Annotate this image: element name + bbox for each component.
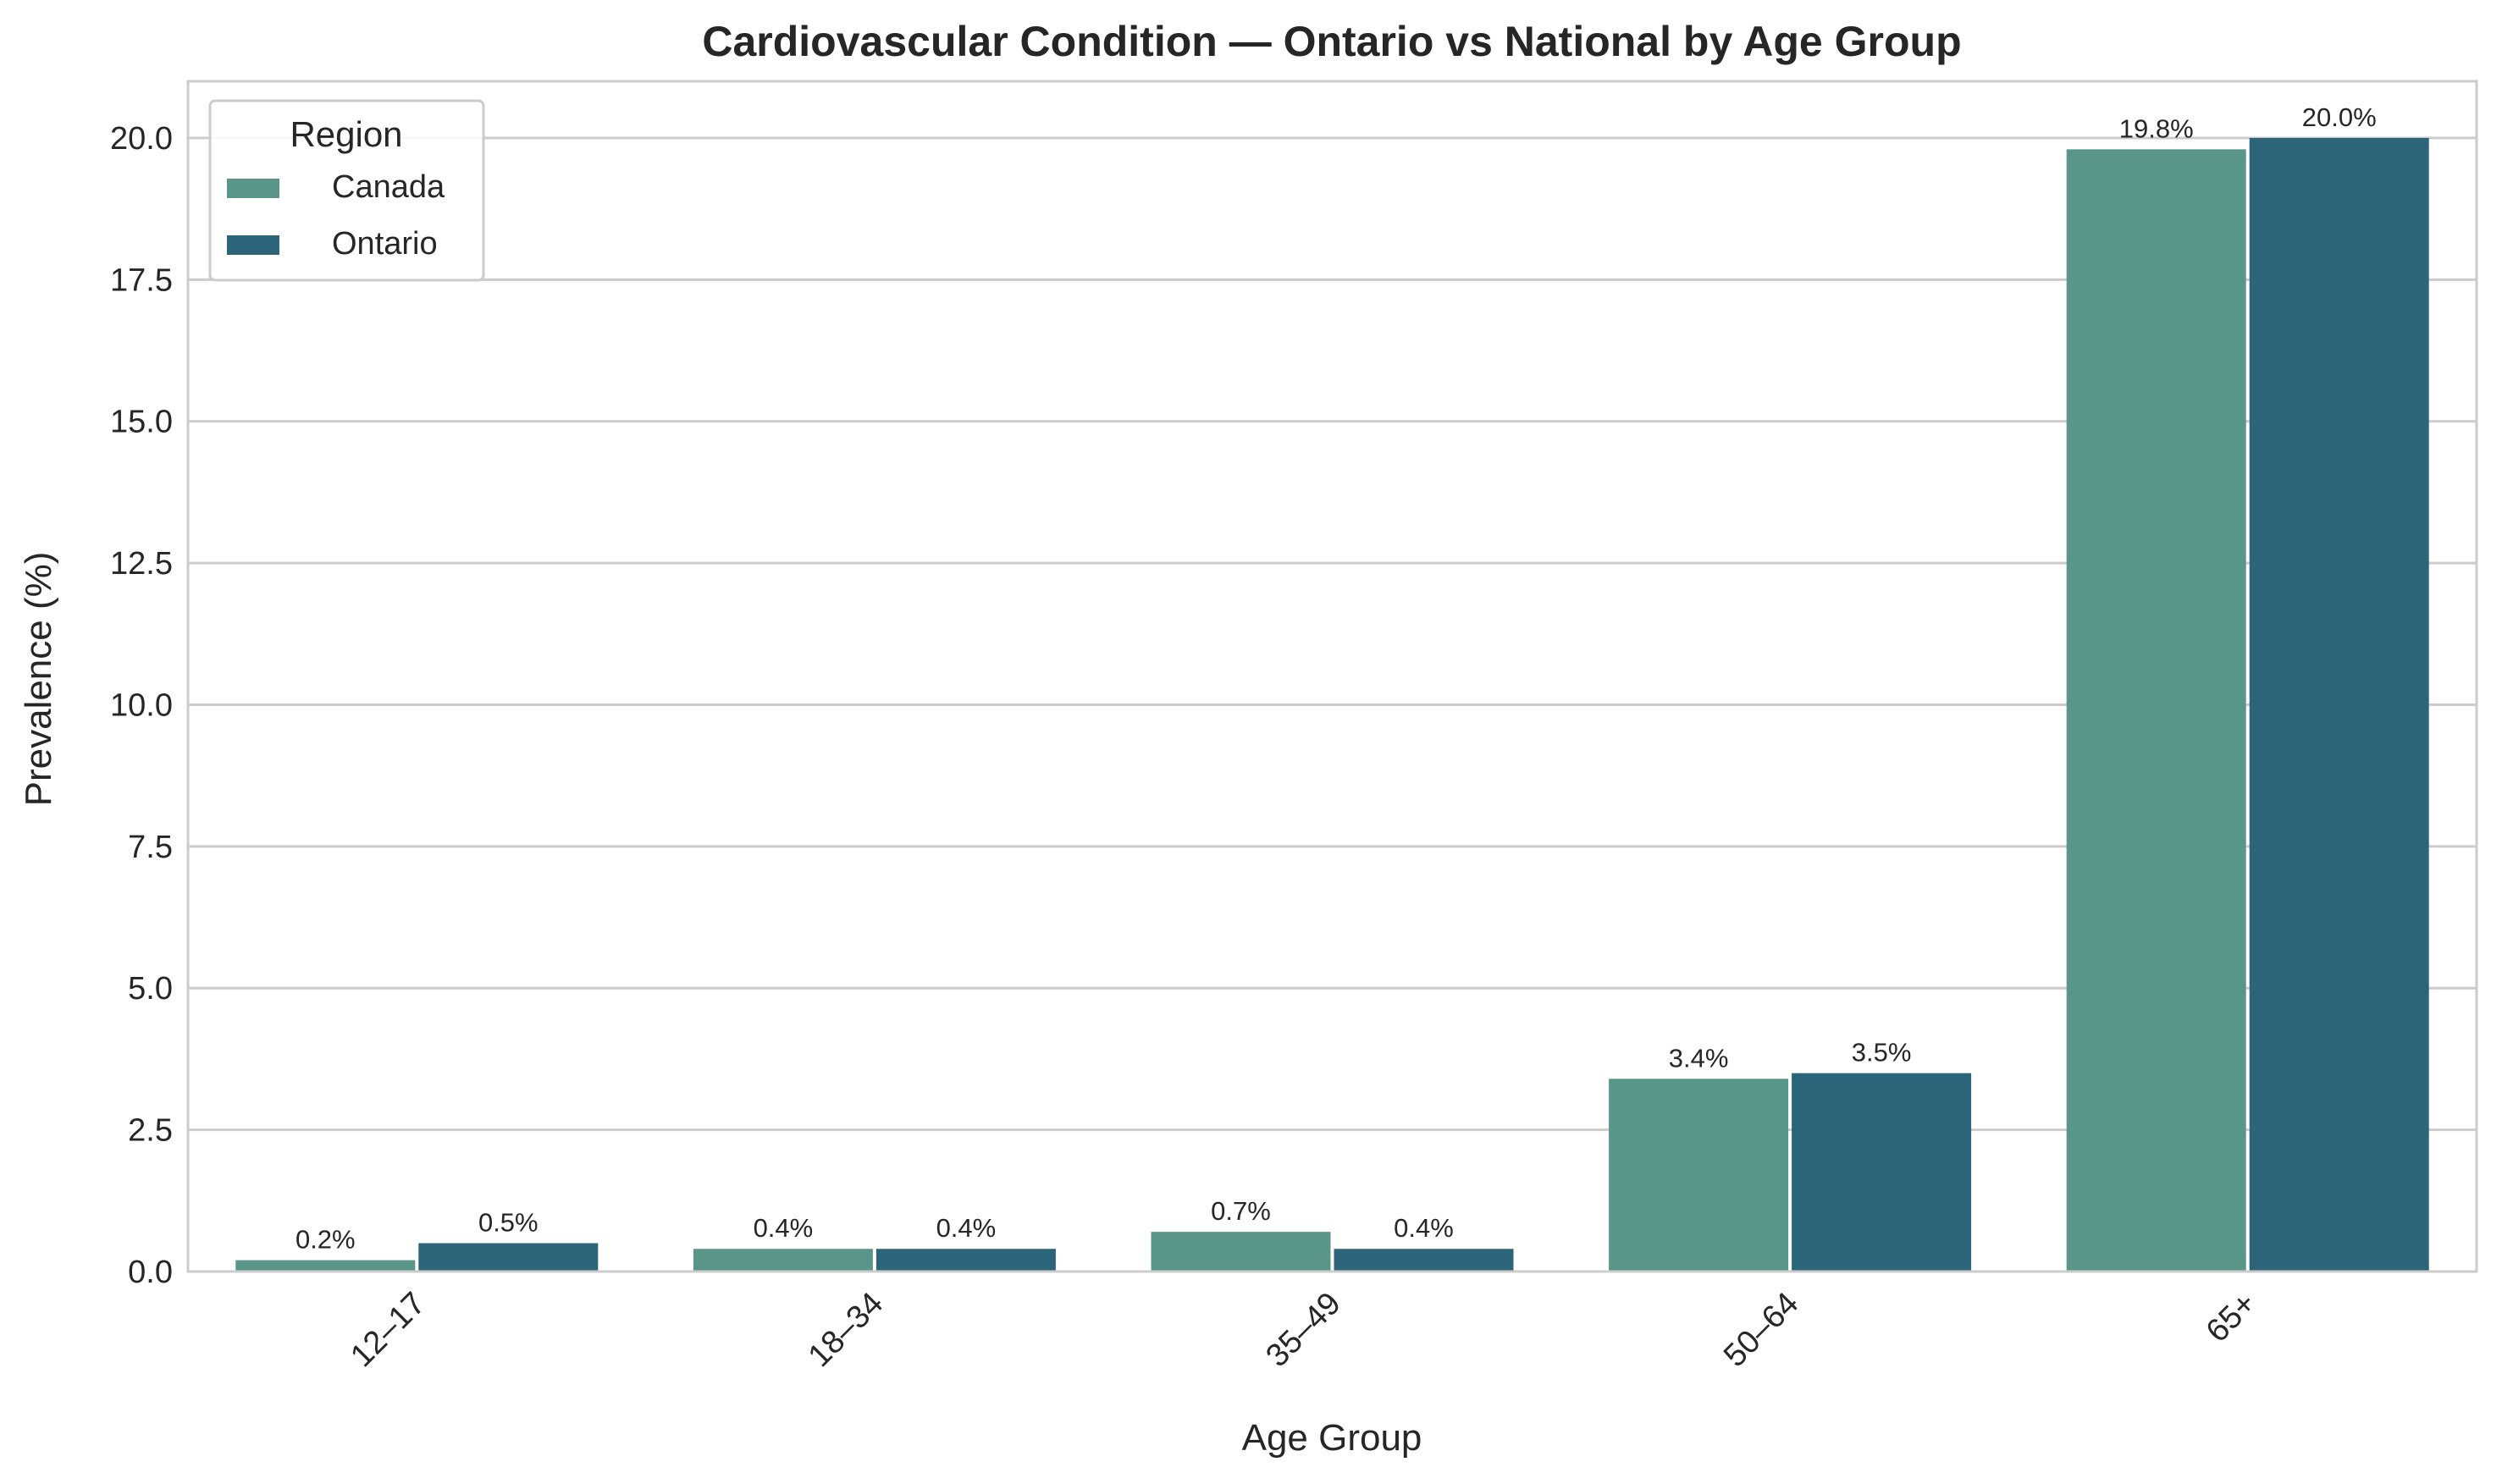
x-axis-ticks: 12–17 18–34 35–49 50–64 65+ — [344, 1286, 2263, 1374]
bar-ontario-3 — [1792, 1073, 1972, 1272]
bar-value-label: 3.5% — [1852, 1038, 1912, 1067]
x-tick-label: 12–17 — [344, 1286, 432, 1374]
bar-value-label: 3.4% — [1669, 1043, 1729, 1073]
x-tick-label: 50–64 — [1717, 1286, 1805, 1374]
y-tick-label: 7.5 — [128, 830, 173, 865]
grid-lines — [188, 136, 2477, 1273]
bar-ontario-4 — [2249, 137, 2429, 1272]
bar-value-label: 0.5% — [478, 1208, 539, 1238]
legend-label-ontario: Ontario — [332, 226, 438, 262]
y-tick-label: 15.0 — [110, 405, 173, 440]
bars — [235, 137, 2429, 1272]
bar-canada-2 — [1151, 1232, 1331, 1272]
bar-ontario-1 — [875, 1249, 1056, 1272]
y-tick-label: 10.0 — [110, 687, 173, 723]
bar-canada-4 — [2066, 149, 2246, 1272]
x-axis-label: Age Group — [1242, 1417, 1422, 1459]
y-tick-label: 17.5 — [110, 262, 173, 298]
bar-value-label: 19.8% — [2119, 113, 2194, 143]
x-tick-label: 35–49 — [1259, 1286, 1347, 1374]
bar-value-label: 0.2% — [295, 1225, 356, 1255]
y-tick-label: 12.5 — [110, 546, 173, 582]
y-axis-ticks: 0.0 2.5 5.0 7.5 10.0 12.5 15.0 17.5 20.0 — [110, 121, 173, 1290]
bar-value-label: 20.0% — [2302, 102, 2377, 132]
plot-frame — [186, 80, 2478, 1273]
legend-title: Region — [290, 114, 402, 154]
bar-canada-3 — [1609, 1079, 1789, 1272]
legend-swatch-canada — [227, 179, 279, 198]
bar-canada-1 — [693, 1249, 873, 1272]
legend: Region Canada Ontario — [208, 99, 485, 282]
x-tick-label: 18–34 — [802, 1286, 890, 1374]
bar-value-label: 0.4% — [754, 1213, 814, 1243]
bar-value-label: 0.7% — [1211, 1196, 1271, 1226]
x-tick-label: 65+ — [2200, 1286, 2263, 1349]
y-tick-label: 2.5 — [128, 1113, 173, 1149]
legend-swatch-ontario — [227, 235, 279, 255]
y-tick-label: 0.0 — [128, 1255, 173, 1290]
y-tick-label: 20.0 — [110, 121, 173, 157]
bar-value-label: 0.4% — [1394, 1213, 1454, 1243]
y-axis-label: Prevalence (%) — [18, 552, 59, 807]
bar-value-label: 0.4% — [936, 1213, 997, 1243]
chart-title: Cardiovascular Condition — Ontario vs Na… — [702, 18, 1961, 65]
bar-ontario-0 — [418, 1243, 599, 1272]
bar-ontario-2 — [1334, 1249, 1514, 1272]
bar-labels: 0.2% 0.5% 0.4% 0.4% 0.7% 0.4% 3.4% 3.5% 19.8% 20.… — [295, 102, 2377, 1255]
y-tick-label: 5.0 — [128, 971, 173, 1007]
legend-label-canada: Canada — [332, 169, 445, 205]
bar-canada-0 — [235, 1260, 416, 1272]
